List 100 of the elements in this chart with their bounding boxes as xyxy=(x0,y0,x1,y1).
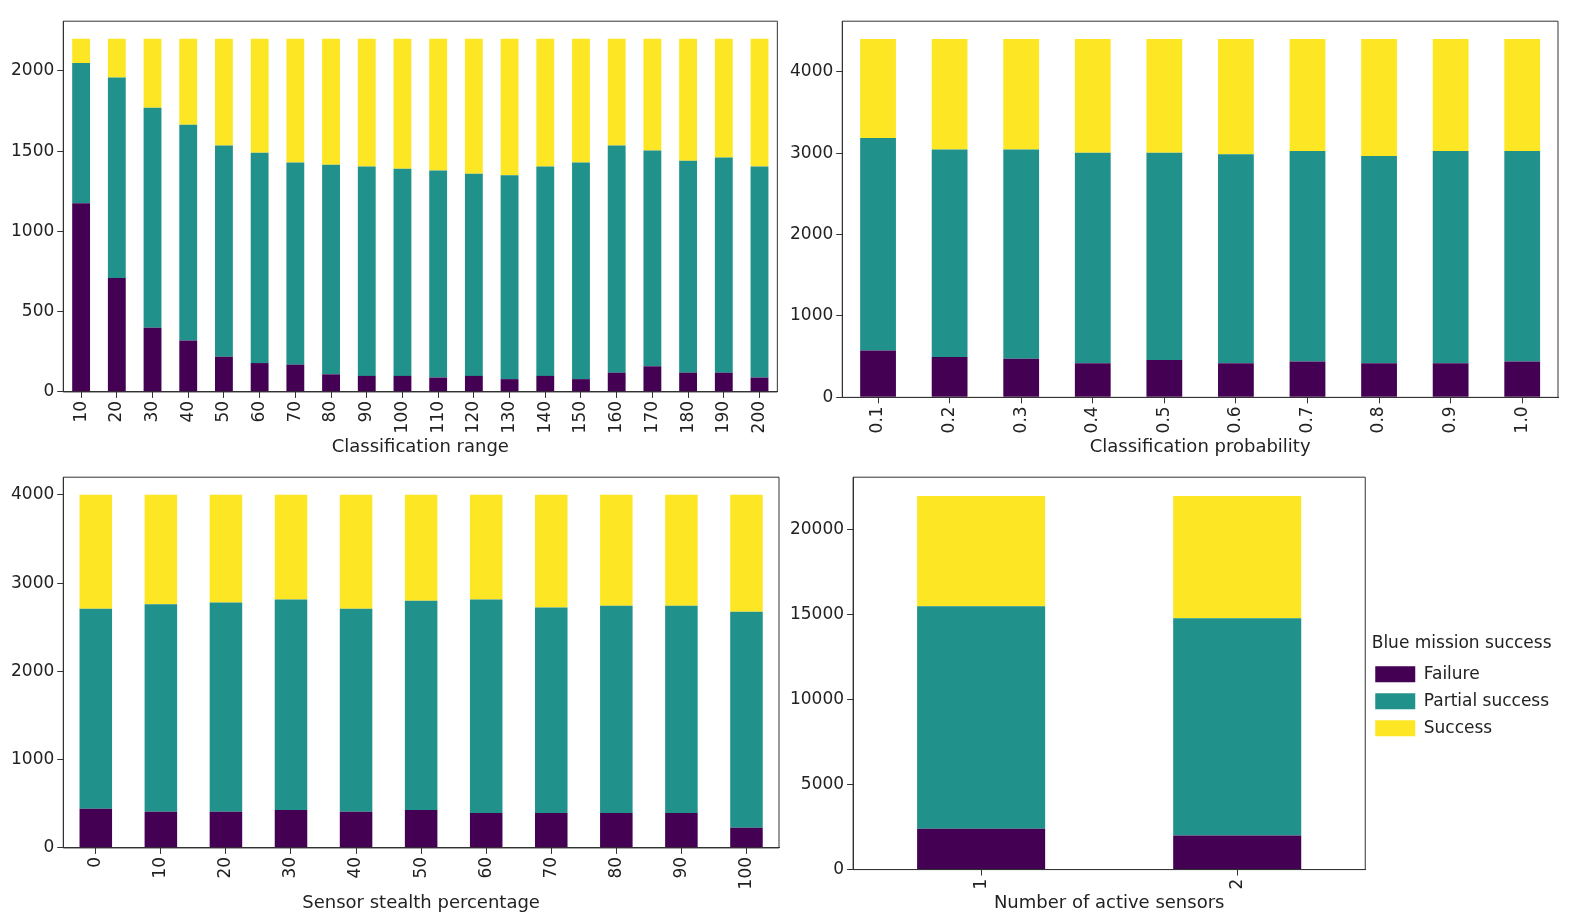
bar xyxy=(429,377,448,392)
bar xyxy=(144,604,178,812)
bar xyxy=(250,38,269,153)
bar xyxy=(730,494,763,612)
bar xyxy=(322,374,340,392)
legend-label: Partial success xyxy=(1423,689,1550,710)
bar xyxy=(1504,39,1541,152)
bar xyxy=(250,152,269,364)
bar xyxy=(714,372,733,392)
bar xyxy=(917,828,1046,870)
bar xyxy=(679,160,698,373)
x-tick-label: 2 xyxy=(1225,878,1246,890)
x-tick-label: 60 xyxy=(474,856,495,879)
bar xyxy=(79,494,113,609)
bar xyxy=(250,363,269,392)
bar xyxy=(322,164,340,375)
x-tick-label: 40 xyxy=(344,856,365,879)
bar xyxy=(1173,495,1302,619)
y-tick-label: 3000 xyxy=(11,571,55,592)
bar xyxy=(72,203,91,392)
bar xyxy=(572,162,590,380)
bar xyxy=(1504,151,1541,362)
bar xyxy=(607,145,626,373)
bar xyxy=(179,340,198,392)
y-tick-label: 20000 xyxy=(789,518,845,539)
bar xyxy=(357,38,376,167)
x-tick-label: 140 xyxy=(533,400,554,434)
bar xyxy=(500,379,519,392)
x-tick-label: 40 xyxy=(176,400,197,423)
x-tick-label: 10 xyxy=(149,856,170,879)
bar xyxy=(1218,154,1254,364)
bar xyxy=(643,38,662,151)
y-tick-label: 1000 xyxy=(790,304,834,325)
y-tick-label: 500 xyxy=(21,300,55,321)
y-tick-label: 3000 xyxy=(790,141,834,162)
bar xyxy=(1289,39,1326,152)
bar xyxy=(404,600,438,810)
bar xyxy=(339,608,373,812)
bar xyxy=(1074,152,1111,364)
x-tick-label: 0.4 xyxy=(1081,406,1102,434)
bar xyxy=(931,149,968,358)
x-axis-title: Classification range xyxy=(331,434,509,456)
bar xyxy=(404,494,438,601)
bar xyxy=(535,494,568,608)
bar xyxy=(1289,361,1326,397)
bar xyxy=(322,38,340,165)
x-tick-label: 0.3 xyxy=(1009,406,1030,434)
x-tick-label: 0 xyxy=(84,856,105,868)
bar xyxy=(1173,618,1302,836)
bar xyxy=(143,107,162,328)
bar xyxy=(500,175,519,380)
bar xyxy=(393,168,412,376)
x-tick-label: 10 xyxy=(69,400,90,423)
x-tick-label: 110 xyxy=(426,400,447,434)
bar xyxy=(860,350,896,397)
bar xyxy=(1504,361,1541,397)
x-tick-label: 150 xyxy=(569,400,590,434)
x-tick-label: 200 xyxy=(747,400,768,434)
bar xyxy=(274,599,308,810)
bar xyxy=(286,364,305,392)
legend-label: Success xyxy=(1423,716,1493,737)
x-axis-title: Number of active sensors xyxy=(993,890,1225,912)
x-tick-label: 130 xyxy=(497,400,518,434)
x-tick-label: 20 xyxy=(105,400,126,423)
x-tick-label: 0.8 xyxy=(1367,406,1388,434)
bar xyxy=(536,38,555,167)
bar xyxy=(286,162,305,365)
bar xyxy=(464,375,483,392)
x-tick-label: 160 xyxy=(605,400,626,434)
bar xyxy=(393,375,412,392)
x-tick-label: 90 xyxy=(669,856,690,879)
x-tick-label: 0.7 xyxy=(1295,406,1316,434)
bar xyxy=(209,494,243,603)
x-tick-label: 190 xyxy=(712,400,733,434)
y-tick-label: 5000 xyxy=(800,773,845,794)
bar xyxy=(215,356,233,392)
bar xyxy=(500,38,519,176)
bar xyxy=(665,813,698,848)
bar xyxy=(679,372,698,392)
x-tick-label: 180 xyxy=(676,400,697,434)
bar xyxy=(917,606,1046,829)
bar xyxy=(1432,151,1469,364)
bar xyxy=(404,809,438,848)
bar xyxy=(79,608,113,809)
bar xyxy=(143,38,162,108)
bar xyxy=(1074,39,1111,153)
y-tick-label: 0 xyxy=(43,836,55,857)
x-tick-label: 90 xyxy=(355,400,376,423)
bar xyxy=(536,375,555,392)
bar xyxy=(357,375,376,392)
x-tick-label: 0.2 xyxy=(938,406,959,434)
bar xyxy=(464,173,483,376)
y-tick-label: 1000 xyxy=(11,748,55,769)
x-axis-title: Classification probability xyxy=(1089,434,1311,456)
bar xyxy=(1003,39,1040,150)
x-tick-label: 20 xyxy=(214,856,235,879)
bar xyxy=(572,379,590,392)
bar xyxy=(600,605,633,814)
x-tick-label: 50 xyxy=(409,856,430,879)
x-tick-label: 50 xyxy=(212,400,233,423)
